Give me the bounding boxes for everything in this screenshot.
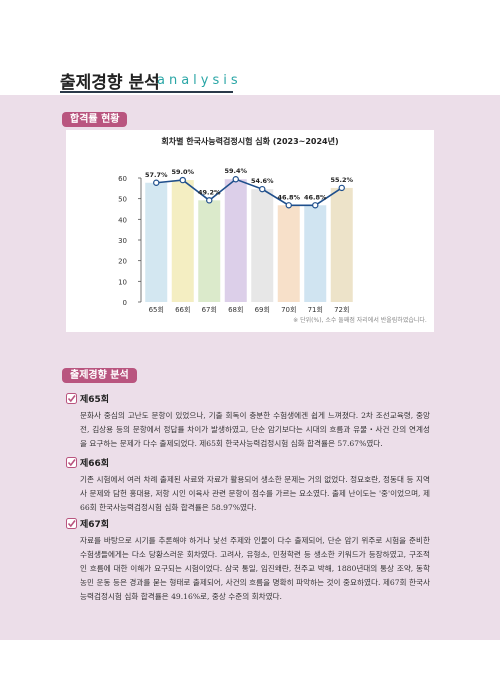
bar bbox=[251, 189, 274, 302]
y-tick-label: 20 bbox=[118, 258, 127, 266]
y-tick-label: 50 bbox=[118, 196, 127, 204]
value-label: 57.7% bbox=[145, 171, 168, 179]
bar bbox=[198, 200, 221, 302]
chart-note: ※ 단위(%), 소수 둘째점 자리에서 반올림하였습니다. bbox=[293, 316, 427, 324]
point bbox=[153, 179, 160, 186]
page-title: 출제경향 분석 bbox=[60, 73, 160, 93]
value-label: 55.2% bbox=[330, 176, 353, 184]
chart: 회차별 한국사능력검정시험 심화 (2023~2024년) ※ 단위(%), 소… bbox=[118, 136, 427, 324]
value-label: 49.2% bbox=[198, 188, 221, 196]
bar bbox=[330, 187, 353, 302]
y-tick-label: 60 bbox=[118, 175, 127, 183]
section-heading: 제66회 bbox=[80, 459, 110, 469]
x-tick-label: 70회 bbox=[281, 306, 296, 314]
check-icon bbox=[66, 457, 77, 468]
value-label: 46.8% bbox=[277, 193, 300, 201]
x-tick-label: 67회 bbox=[202, 306, 217, 314]
point bbox=[179, 176, 186, 184]
point bbox=[206, 197, 213, 204]
section-text: 문화사 중심의 고난도 문항이 있었으나, 기출 회독이 충분한 수험생에겐 쉽… bbox=[80, 411, 430, 448]
x-tick-label: 72회 bbox=[334, 306, 349, 314]
section-text: 자료를 바탕으로 시기를 추론해야 하거나 낯선 주제와 인물이 다수 출제되어… bbox=[80, 536, 430, 601]
chart-title: 회차별 한국사능력검정시험 심화 (2023~2024년) bbox=[161, 136, 338, 146]
x-tick-label: 69회 bbox=[255, 306, 270, 314]
section-heading-row: 제65회 bbox=[66, 392, 430, 405]
point bbox=[338, 184, 345, 192]
point bbox=[259, 185, 266, 193]
x-tick-label: 68회 bbox=[228, 306, 243, 314]
check-icon bbox=[66, 518, 77, 529]
y-tick-label: 30 bbox=[118, 237, 127, 245]
section-badge: 출제경향 분석 bbox=[62, 368, 137, 383]
x-tick-label: 71회 bbox=[308, 306, 323, 314]
bar bbox=[145, 182, 168, 302]
x-tick-label: 65회 bbox=[149, 306, 164, 314]
bar bbox=[304, 205, 327, 302]
check-icon bbox=[66, 393, 77, 404]
value-label: 46.8% bbox=[304, 193, 327, 201]
y-tick-label: 40 bbox=[118, 216, 127, 224]
point bbox=[285, 202, 292, 209]
value-label: 54.6% bbox=[251, 177, 274, 185]
title-rule bbox=[60, 91, 233, 93]
section-badge: 합격률 현황 bbox=[62, 112, 128, 127]
point bbox=[312, 202, 319, 209]
bar bbox=[171, 180, 194, 302]
y-tick-label: 0 bbox=[123, 299, 127, 307]
section-heading: 제65회 bbox=[80, 395, 110, 405]
y-tick-label: 10 bbox=[118, 278, 127, 286]
bar bbox=[224, 179, 247, 302]
section-heading-row: 제67회 bbox=[66, 517, 430, 530]
point bbox=[232, 176, 239, 183]
x-tick-label: 66회 bbox=[175, 306, 190, 314]
value-label: 59.0% bbox=[171, 168, 194, 176]
line bbox=[156, 178, 343, 207]
section-heading-row: 제66회 bbox=[66, 456, 430, 469]
value-label: 59.4% bbox=[224, 167, 247, 175]
bar bbox=[277, 205, 300, 302]
page-subtitle: analysis bbox=[157, 73, 242, 88]
section-heading: 제67회 bbox=[80, 520, 110, 530]
chart-box: 회차별 한국사능력검정시험 심화 (2023~2024년) ※ 단위(%), 소… bbox=[66, 130, 434, 332]
section-text: 기존 시험에서 여러 차례 출제된 사료와 자료가 활용되어 생소한 문제는 거… bbox=[80, 475, 430, 512]
